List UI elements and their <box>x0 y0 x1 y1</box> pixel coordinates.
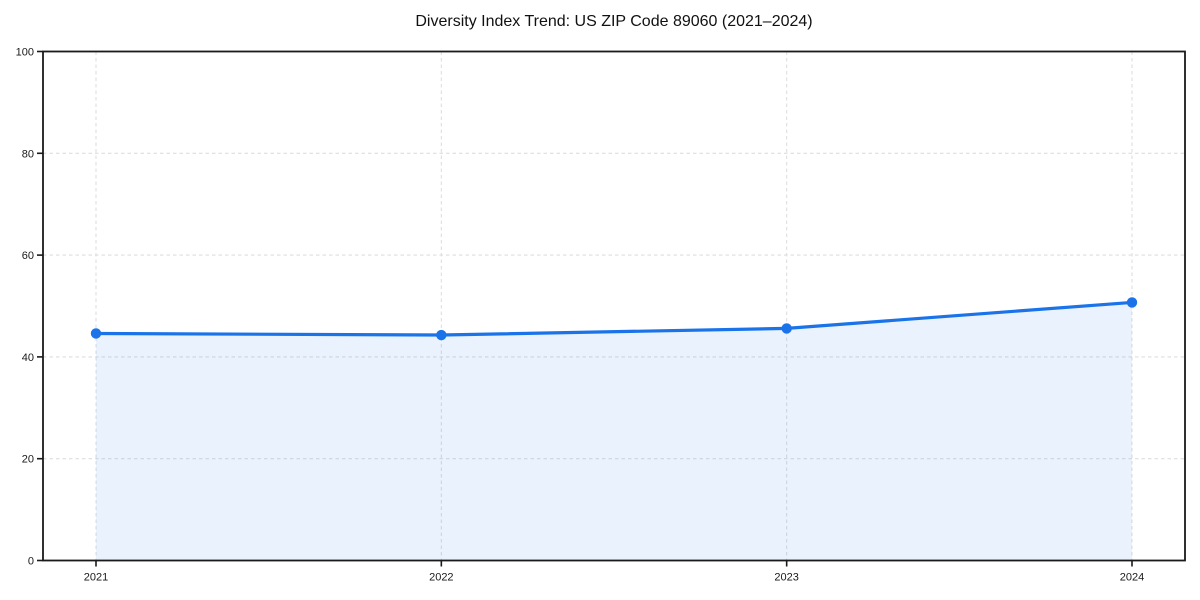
chart-title: Diversity Index Trend: US ZIP Code 89060… <box>415 13 813 30</box>
data-point <box>90 328 102 339</box>
y-axis-tick-label: 80 <box>22 148 34 160</box>
y-axis-tick-label: 40 <box>22 352 34 364</box>
data-point <box>1126 297 1138 308</box>
y-axis-tick-label: 60 <box>22 250 34 262</box>
y-axis-tick-label: 100 <box>16 47 34 59</box>
y-axis-tick-label: 20 <box>22 454 34 466</box>
x-axis-tick-label: 2022 <box>429 572 453 584</box>
x-axis-tick-label: 2023 <box>774 572 798 584</box>
x-axis-tick-label: 2021 <box>84 572 108 584</box>
x-axis-tick-label: 2024 <box>1120 572 1144 584</box>
trend-line <box>94 300 1134 337</box>
y-axis-tick-label: 0 <box>28 556 34 568</box>
data-point <box>781 323 792 334</box>
area-fill <box>96 302 1132 561</box>
plot-border <box>42 50 1186 562</box>
data-point <box>436 329 447 341</box>
